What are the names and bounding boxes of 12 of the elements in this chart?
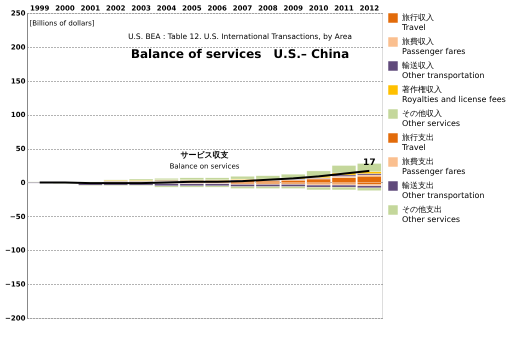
legend-label: その他支出 Other services: [402, 205, 460, 224]
text: Balance of services U.S.– China: [130, 47, 350, 61]
legend-label: 旅費支出 Passenger fares: [402, 157, 466, 176]
annotation: サービス収支: [180, 150, 228, 160]
data-label: 17: [363, 158, 376, 168]
legend-label: 旅行収入 Travel: [401, 13, 434, 32]
legend-label: 著作権収入 Royalties and license fees: [402, 85, 506, 104]
legend-label: 輸送収入 Other transportation: [402, 61, 484, 80]
legend-label: 旅費収入 Passenger fares: [402, 37, 466, 56]
legend-label: 旅行支出 Travel: [401, 133, 434, 152]
legend-label: 輸送支出 Other transportation: [402, 181, 484, 200]
legend-label: その他収入 Other services: [402, 109, 460, 128]
